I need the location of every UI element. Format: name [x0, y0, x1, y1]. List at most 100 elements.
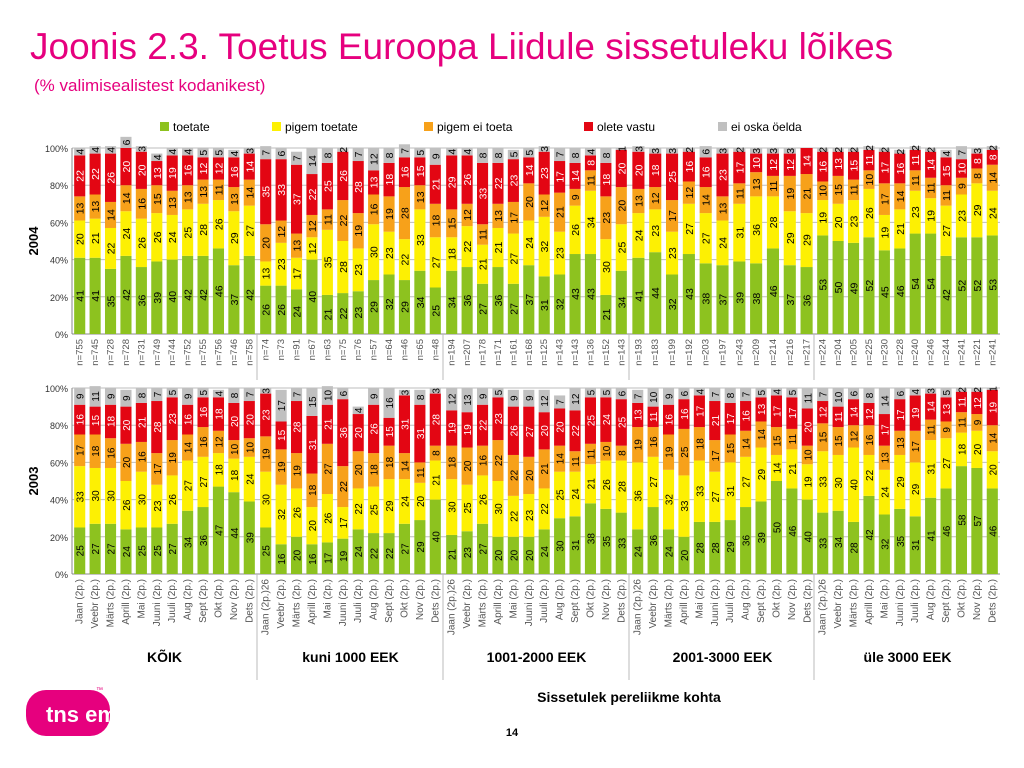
x-tick-label: n=749 — [152, 339, 163, 366]
bar-segment — [321, 294, 333, 334]
data-label: 32 — [880, 538, 891, 550]
bar-segment — [925, 151, 937, 178]
bar-segment — [352, 213, 364, 249]
data-label: 9 — [76, 393, 87, 399]
bar-segment — [783, 265, 796, 334]
bar-segment — [135, 388, 147, 403]
bar-segment — [538, 146, 550, 152]
data-label: 7 — [555, 151, 567, 157]
bar-segment — [368, 280, 380, 334]
bar-segment — [569, 148, 581, 163]
data-label: 37 — [718, 294, 730, 306]
data-label: 27 — [107, 543, 118, 555]
bar-segment — [197, 148, 209, 158]
data-label: 3 — [785, 148, 797, 154]
bar-segment — [909, 395, 921, 431]
data-label: 14 — [850, 406, 861, 418]
bar-segment — [755, 501, 767, 574]
bar-segment — [429, 237, 441, 288]
data-label: 26 — [509, 425, 520, 437]
bar-segment — [74, 148, 86, 156]
x-tick-label: n=161 — [508, 339, 519, 366]
data-label: 26 — [152, 231, 164, 243]
bar-segment — [786, 488, 798, 574]
data-label: 38 — [751, 293, 763, 305]
data-label: 14 — [556, 453, 567, 465]
data-label: 25 — [616, 242, 628, 254]
data-label: 23 — [910, 206, 922, 218]
data-label: 22 — [338, 215, 350, 227]
bar-segment — [724, 388, 736, 403]
data-label: 8 — [617, 450, 628, 456]
bar-segment — [662, 388, 675, 405]
x-tick-label: Juuni (2p.) — [152, 579, 163, 626]
data-label: 5 — [415, 150, 427, 156]
data-label: 16 — [183, 164, 195, 176]
bar-segment — [863, 170, 875, 189]
bar-segment — [414, 157, 426, 186]
bar-segment — [800, 213, 813, 268]
data-label: 22 — [354, 503, 365, 515]
data-label: 33 — [617, 537, 628, 549]
data-label: 24 — [634, 546, 645, 558]
data-label: 46 — [988, 525, 999, 537]
data-label: 5 — [524, 150, 536, 156]
bar-segment — [306, 415, 318, 474]
bar-segment — [260, 436, 272, 472]
data-label: 26 — [462, 174, 474, 186]
bar-segment — [151, 388, 163, 402]
data-label: 25 — [430, 305, 442, 317]
bar-segment — [615, 445, 627, 461]
x-tick-label: Aprill (2p.) — [121, 579, 132, 625]
data-label: 22 — [75, 170, 87, 182]
data-label: 30 — [137, 494, 148, 506]
data-label: 18 — [214, 408, 225, 420]
bar-segment — [615, 149, 627, 188]
bar-segment — [321, 209, 333, 230]
bar-segment — [817, 423, 829, 452]
data-label: 16 — [199, 406, 210, 418]
data-label: 2 — [684, 147, 696, 153]
data-label: 23 — [718, 169, 730, 181]
bar-segment — [182, 185, 194, 210]
data-label: 40 — [431, 531, 442, 543]
bar-segment — [383, 274, 395, 334]
bar-segment — [461, 484, 473, 532]
bar-segment — [368, 170, 380, 195]
bar-segment — [290, 453, 303, 489]
bar-segment — [414, 209, 426, 271]
x-tick-label: Nov (2p.) — [601, 579, 612, 620]
data-label: 25 — [370, 504, 381, 516]
x-tick-label: n=46 — [399, 339, 410, 360]
data-label: 16 — [479, 455, 490, 467]
data-label: 15 — [849, 160, 861, 172]
data-label: 6 — [121, 139, 133, 145]
bar-segment — [733, 203, 746, 262]
bar-segment — [682, 151, 695, 182]
bar-segment — [925, 198, 937, 234]
bar-segment — [212, 200, 225, 249]
bar-segment — [135, 218, 147, 268]
data-label: 32 — [555, 298, 567, 310]
bar-segment — [699, 146, 712, 158]
data-label: 20 — [833, 216, 845, 228]
bar-segment — [682, 254, 695, 334]
data-label: 14 — [757, 429, 768, 441]
data-label: 16 — [865, 434, 876, 446]
data-label: 17 — [911, 441, 922, 453]
data-label: 9 — [942, 427, 953, 433]
data-label: 34 — [585, 216, 597, 228]
bar-segment — [461, 412, 473, 448]
bar-segment — [783, 211, 796, 266]
bar-segment — [306, 148, 318, 175]
data-label: 9 — [525, 395, 536, 401]
x-tick-label: Juuli (2p.) — [539, 579, 550, 623]
data-label: 26 — [370, 423, 381, 435]
data-label: 22 — [509, 469, 520, 481]
bar-segment — [492, 227, 504, 268]
data-label: 8 — [987, 154, 999, 160]
x-tick-label: n=745 — [90, 339, 101, 366]
data-label: 2 — [864, 145, 876, 151]
data-label: 41 — [75, 290, 87, 302]
bar-segment — [709, 388, 721, 402]
